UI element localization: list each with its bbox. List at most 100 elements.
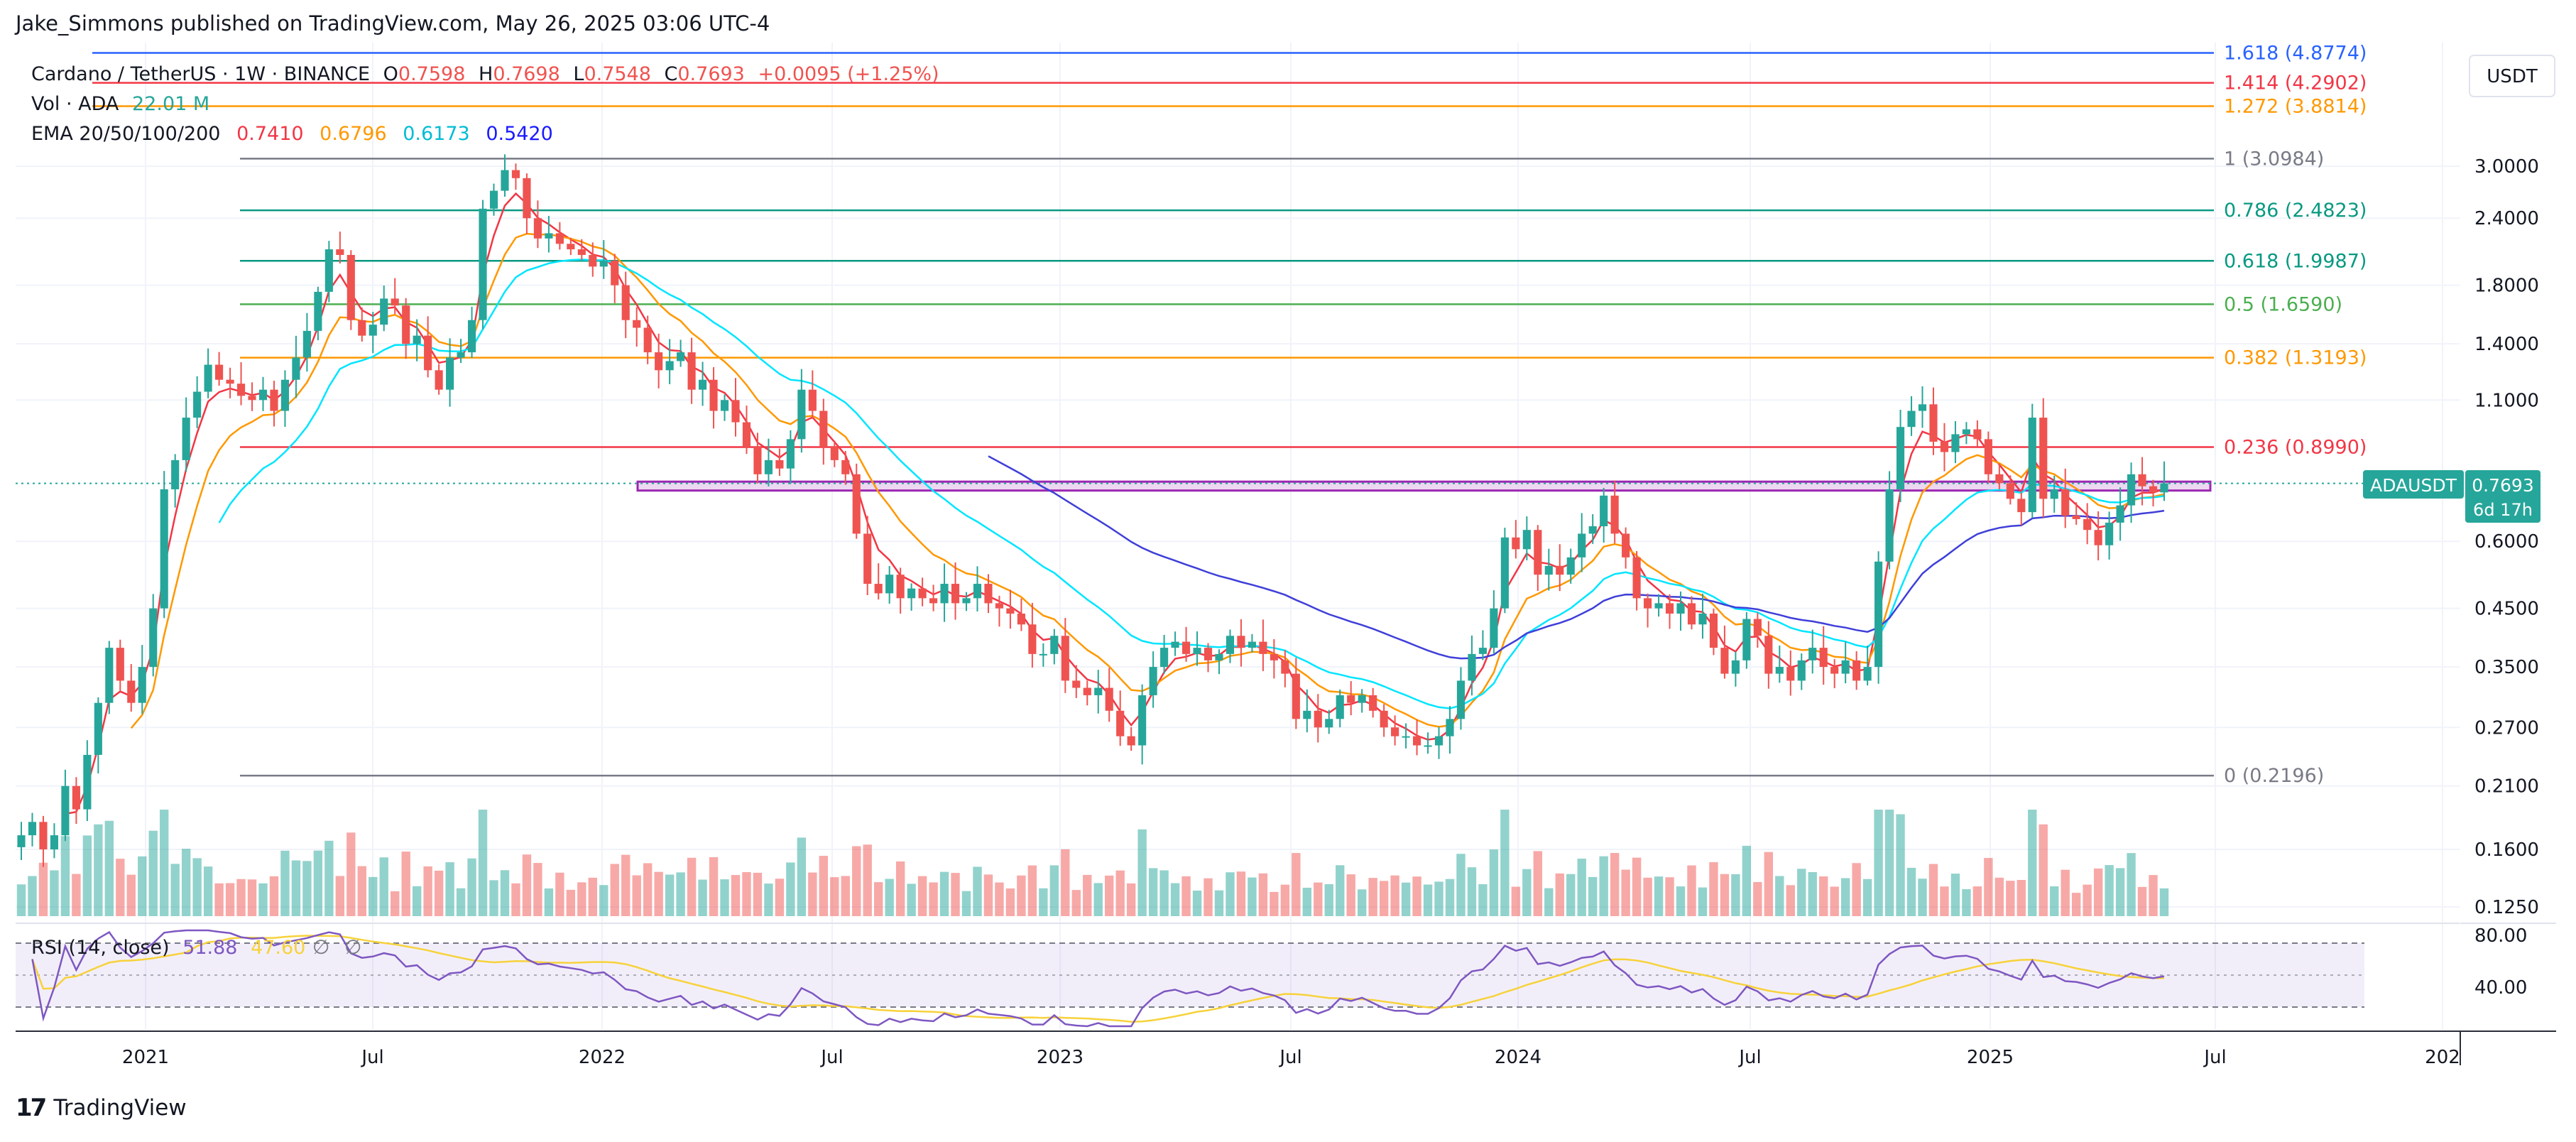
volume-bar <box>1214 890 1224 916</box>
candle-body <box>995 603 1004 609</box>
volume-bar <box>1248 877 1257 916</box>
candle-body <box>1556 565 1564 575</box>
volume-bar <box>566 889 576 916</box>
volume-bar <box>148 830 158 916</box>
volume-legend[interactable]: Vol · ADA 22.01 M <box>31 93 209 115</box>
candle-body <box>358 320 366 336</box>
volume-bar <box>1500 810 1510 916</box>
volume-bar <box>786 862 795 916</box>
volume-bar <box>1874 810 1883 916</box>
candle-body <box>1039 653 1047 656</box>
candle-body <box>324 249 333 292</box>
candle-body <box>1973 429 1982 440</box>
ema-line <box>988 455 2165 660</box>
volume-bar <box>1862 879 1872 916</box>
price-badge-countdown: 6d 17h <box>2473 500 2533 520</box>
volume-bar <box>1017 875 1026 916</box>
candle-body <box>742 422 751 447</box>
candle-body <box>1193 648 1201 654</box>
tradingview-footer[interactable]: 17 TradingView <box>16 1094 187 1122</box>
close-label: C <box>665 63 678 85</box>
currency-button[interactable]: USDT <box>2487 66 2538 87</box>
price-badge[interactable]: ADAUSDT 0.7693 6d 17h <box>2363 470 2540 523</box>
fib-label: 0.618 (1.9987) <box>2224 250 2367 272</box>
volume-bar <box>698 879 707 916</box>
volume-bar <box>467 858 476 916</box>
volume-bar <box>1280 884 1290 916</box>
volume-bar <box>1852 863 1861 916</box>
volume-bar <box>1797 869 1806 916</box>
volume-bar <box>2105 865 2114 916</box>
candle-body <box>786 439 795 469</box>
volume-bar <box>1621 869 1630 916</box>
ema-legend[interactable]: EMA 20/50/100/200 0.7410 0.6796 0.6173 0… <box>31 123 553 145</box>
volume-bar <box>2093 868 2103 916</box>
candle-body <box>753 447 762 474</box>
candle-body <box>808 389 817 411</box>
fib-label: 1.414 (4.2902) <box>2224 72 2367 94</box>
volume-bar <box>1336 865 1345 916</box>
volume-bar <box>1808 871 1817 916</box>
volume-bar <box>1412 876 1421 916</box>
time-tick-label: Jul <box>2203 1047 2226 1068</box>
rsi-visibility-icon[interactable]: ∅ <box>312 935 329 959</box>
candle-body <box>1709 613 1718 648</box>
price-axis[interactable]: 3.0000 2.4000 1.8000 1.4000 1.1000 0.6000 0.45… <box>2474 156 2539 918</box>
volume-bar <box>1709 862 1718 916</box>
volume-bar <box>533 863 542 916</box>
rsi-line <box>31 929 2165 1028</box>
volume-bar <box>1928 864 1938 916</box>
volume-bar <box>1544 888 1554 916</box>
volume-bar <box>170 864 180 916</box>
candle-body <box>1083 687 1091 695</box>
volume-bar <box>38 862 48 916</box>
volume-bar <box>511 883 520 916</box>
candle-body <box>248 396 256 401</box>
candle-body <box>314 291 322 331</box>
candle-body <box>2072 515 2080 519</box>
volume-bar <box>1764 852 1774 916</box>
time-tick-label: 2023 <box>1037 1047 1084 1068</box>
candle-body <box>1468 653 1476 681</box>
candle-body <box>1622 533 1630 558</box>
rsi-upper-label: 80.00 <box>2474 925 2527 947</box>
volume-bar <box>1742 845 1752 916</box>
candle-body <box>50 835 59 849</box>
rsi-settings-icon[interactable]: ∅ <box>344 935 361 959</box>
volume-bar <box>1599 856 1608 916</box>
volume-bar <box>2083 884 2092 916</box>
currency-button-bg[interactable] <box>2469 55 2555 97</box>
fib-label: 0.236 (0.8990) <box>2224 436 2367 458</box>
volume-bar <box>632 875 641 916</box>
volume-bar <box>1896 814 1905 916</box>
volume-bar <box>434 870 444 916</box>
volume-bar <box>401 852 410 916</box>
candle-body <box>1061 636 1069 681</box>
candle-body <box>446 357 454 390</box>
candle-body <box>1105 687 1113 711</box>
volume-bar <box>687 857 697 916</box>
volume-bar <box>104 820 114 916</box>
volume-bar <box>2127 853 2136 916</box>
candle-body <box>1676 603 1685 614</box>
change-value: +0.0095 (+1.25%) <box>758 63 939 85</box>
price-tick-label: 0.3500 <box>2474 657 2539 678</box>
candle-body <box>1017 613 1025 625</box>
fibonacci-levels: 1.618 (4.8774) 1.414 (4.2902)1.272 (3.881… <box>92 43 2367 787</box>
candle-body <box>885 575 894 594</box>
candle-body <box>1512 537 1520 550</box>
volume-bar <box>1918 879 1927 916</box>
candle-body <box>1962 429 1970 435</box>
candle-body <box>731 400 740 423</box>
volume-bar <box>1884 810 1894 916</box>
ema-line <box>65 192 2165 815</box>
volume-bar <box>1687 865 1696 916</box>
symbol-title[interactable]: Cardano / TetherUS · 1W · BINANCE O0.759… <box>31 63 939 85</box>
volume-bar <box>1522 869 1532 916</box>
volume-bar <box>1027 865 1037 916</box>
volume-value: 22.01 M <box>132 93 209 115</box>
rsi-legend[interactable]: RSI (14, close) 51.88 47.60 <box>31 937 305 959</box>
close-value: 0.7693 <box>677 63 744 85</box>
time-axis[interactable]: 2021 Jul 2022 Jul 2023 Jul 2024 Jul 2025 Jul 202 <box>122 1047 2460 1068</box>
